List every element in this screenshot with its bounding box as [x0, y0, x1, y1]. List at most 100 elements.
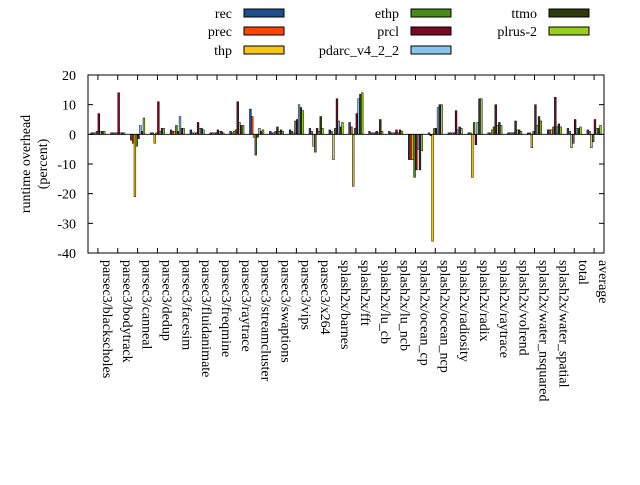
x-tick-label: splash2x/barnes [337, 260, 352, 349]
bar-prcl-parsec3/dedup [157, 101, 160, 135]
bar-prcl-splash2x/barnes [335, 98, 339, 135]
x-tick-label: splash2x/lu_cb [377, 260, 392, 344]
bar-pdarc_v4_2_2-parsec3/blackscholes [99, 131, 102, 135]
bar-pdarc_v4_2_2-parsec3/freqmine [218, 131, 221, 135]
bar-rec-splash2x/ocean_cp [408, 134, 411, 160]
bar-prcl-splash2x/volrend [514, 120, 517, 135]
legend-swatch [410, 8, 452, 18]
bar-ethp-splash2x/water_nsquared [532, 131, 535, 135]
bar-thp-parsec3/dedup [153, 134, 156, 144]
bar-ttmo-splash2x/raytrace [498, 122, 501, 135]
bar-plrus-2-parsec3/blackscholes [103, 131, 106, 135]
bar-ethp-parsec3/streamcluster [254, 134, 257, 156]
y-tick-label: -30 [57, 217, 76, 232]
bar-prec-parsec3/vips [290, 131, 294, 135]
y-axis: 20 10 0 -10 -20 -30 -40 runtime overhead (percen… [19, 69, 604, 262]
x-axis: parsec3/blackscholes parsec3/bodytrack par… [97, 75, 610, 402]
bar-plrus-2-splash2x/water_spatial [559, 126, 562, 135]
bar-pdarc_v4_2_2-parsec3/vips [297, 104, 301, 135]
x-tick-label: parsec3/dedup [158, 260, 173, 341]
bar-plrus-2-parsec3/raytrace [241, 125, 245, 135]
bar-plrus-2-parsec3/swaptions [281, 131, 284, 135]
bar-prec-parsec3/canneal [131, 134, 135, 144]
bar-plrus-2-splash2x/lu_ncb [400, 131, 404, 135]
bar-rec-average [586, 129, 589, 135]
legend-entry-prcl: prcl [377, 25, 452, 40]
bar-pdarc_v4_2_2-parsec3/canneal [139, 125, 142, 135]
x-tick-label: splash2x/ocean_ncp [436, 260, 451, 373]
bar-ttmo-parsec3/dedup [160, 128, 164, 135]
legend-entry-ethp: ethp [375, 7, 452, 22]
bar-rec-splash2x/lu_cb [368, 131, 371, 135]
bar-prcl-splash2x/water_spatial [554, 97, 557, 135]
bar-prec-parsec3/facesim [171, 131, 174, 135]
bar-plrus-2-splash2x/radiosity [460, 128, 463, 135]
bar-rec-parsec3/raytrace [229, 131, 232, 135]
bar-prcl-parsec3/freqmine [216, 129, 220, 135]
bar-pdarc_v4_2_2-splash2x/volrend [516, 129, 519, 135]
bar-prec-splash2x/barnes [330, 131, 333, 135]
bar-ttmo-total [577, 128, 580, 135]
bar-plrus-2-parsec3/dedup [162, 128, 165, 135]
bar-prcl-total [573, 119, 577, 135]
bar-thp-splash2x/water_nsquared [530, 134, 533, 148]
legend-swatch [548, 26, 590, 36]
bar-prec-parsec3/streamcluster [251, 116, 254, 135]
bar-prcl-splash2x/radix [474, 134, 478, 145]
bar-ttmo-splash2x/lu_ncb [398, 129, 402, 135]
legend-label: ttmo [511, 7, 537, 22]
bar-plrus-2-parsec3/x264 [321, 128, 324, 135]
bar-thp-splash2x/ocean_cp [411, 134, 414, 160]
x-tick-label: splash2x/water_spatial [555, 260, 570, 388]
bar-plrus-2-parsec3/facesim [182, 128, 185, 135]
bar-prcl-splash2x/ocean_cp [415, 134, 418, 171]
bar-thp-parsec3/x264 [312, 134, 315, 147]
bar-pdarc_v4_2_2-parsec3/facesim [178, 116, 182, 135]
y-tick-label: 0 [69, 128, 76, 143]
bar-ethp-total [572, 134, 575, 144]
x-tick-label: splash2x/radiosity [456, 260, 471, 362]
bar-ttmo-parsec3/streamcluster [260, 131, 263, 135]
plot-frame [87, 74, 605, 254]
bar-ttmo-parsec3/raytrace [240, 125, 243, 135]
bar-rec-parsec3/streamcluster [249, 108, 252, 135]
bar-ttmo-splash2x/lu_cb [379, 119, 382, 135]
bar-prcl-parsec3/x264 [315, 128, 319, 135]
bar-pdarc_v4_2_2-splash2x/ocean_cp [417, 134, 420, 150]
bar-plrus-2-total [579, 126, 582, 135]
bar-prcl-parsec3/fluidanimate [196, 122, 200, 135]
bar-plrus-2-parsec3/vips [301, 110, 304, 135]
bar-plrus-2-parsec3/streamcluster [261, 129, 265, 135]
y-tick-label: -20 [57, 188, 76, 203]
x-tick-label: splash2x/radix [476, 260, 491, 342]
bar-prec-splash2x/water_spatial [548, 129, 552, 135]
bar-rec-total [566, 128, 570, 135]
legend-swatch [410, 45, 452, 55]
legend-swatch [548, 8, 590, 18]
legend-entry-rec: rec [215, 7, 285, 22]
legend-label: plrus-2 [497, 25, 537, 40]
bar-thp-splash2x/water_spatial [550, 129, 553, 135]
bar-prcl-splash2x/water_nsquared [534, 104, 537, 135]
x-tick-label: average [595, 260, 610, 304]
bar-rec-parsec3/fluidanimate [189, 129, 193, 135]
bar-prcl-parsec3/raytrace [236, 101, 239, 135]
x-tick-label: parsec3/raytrace [238, 260, 253, 352]
bar-prcl-splash2x/lu_cb [375, 131, 378, 135]
bar-thp-splash2x/ocean_ncp [431, 134, 434, 242]
bar-pdarc_v4_2_2-total [575, 128, 579, 135]
bar-pdarc_v4_2_2-splash2x/water_spatial [555, 126, 559, 135]
bar-pdarc_v4_2_2-parsec3/x264 [317, 131, 321, 135]
x-tick-label: parsec3/canneal [139, 260, 154, 349]
bar-rec-splash2x/lu_ncb [388, 131, 391, 135]
legend-entry-pdarc_v4_2_2: pdarc_v4_2_2 [319, 44, 452, 59]
bar-rec-splash2x/barnes [328, 129, 331, 135]
bar-prcl-parsec3/bodytrack [117, 92, 120, 135]
x-tick-label: splash2x/water_nsquared [536, 260, 551, 402]
legend-swatch [243, 45, 285, 55]
y-tick-label: 20 [62, 69, 76, 84]
bar-rec-parsec3/swaptions [269, 131, 272, 135]
bar-ttmo-parsec3/freqmine [220, 131, 223, 135]
